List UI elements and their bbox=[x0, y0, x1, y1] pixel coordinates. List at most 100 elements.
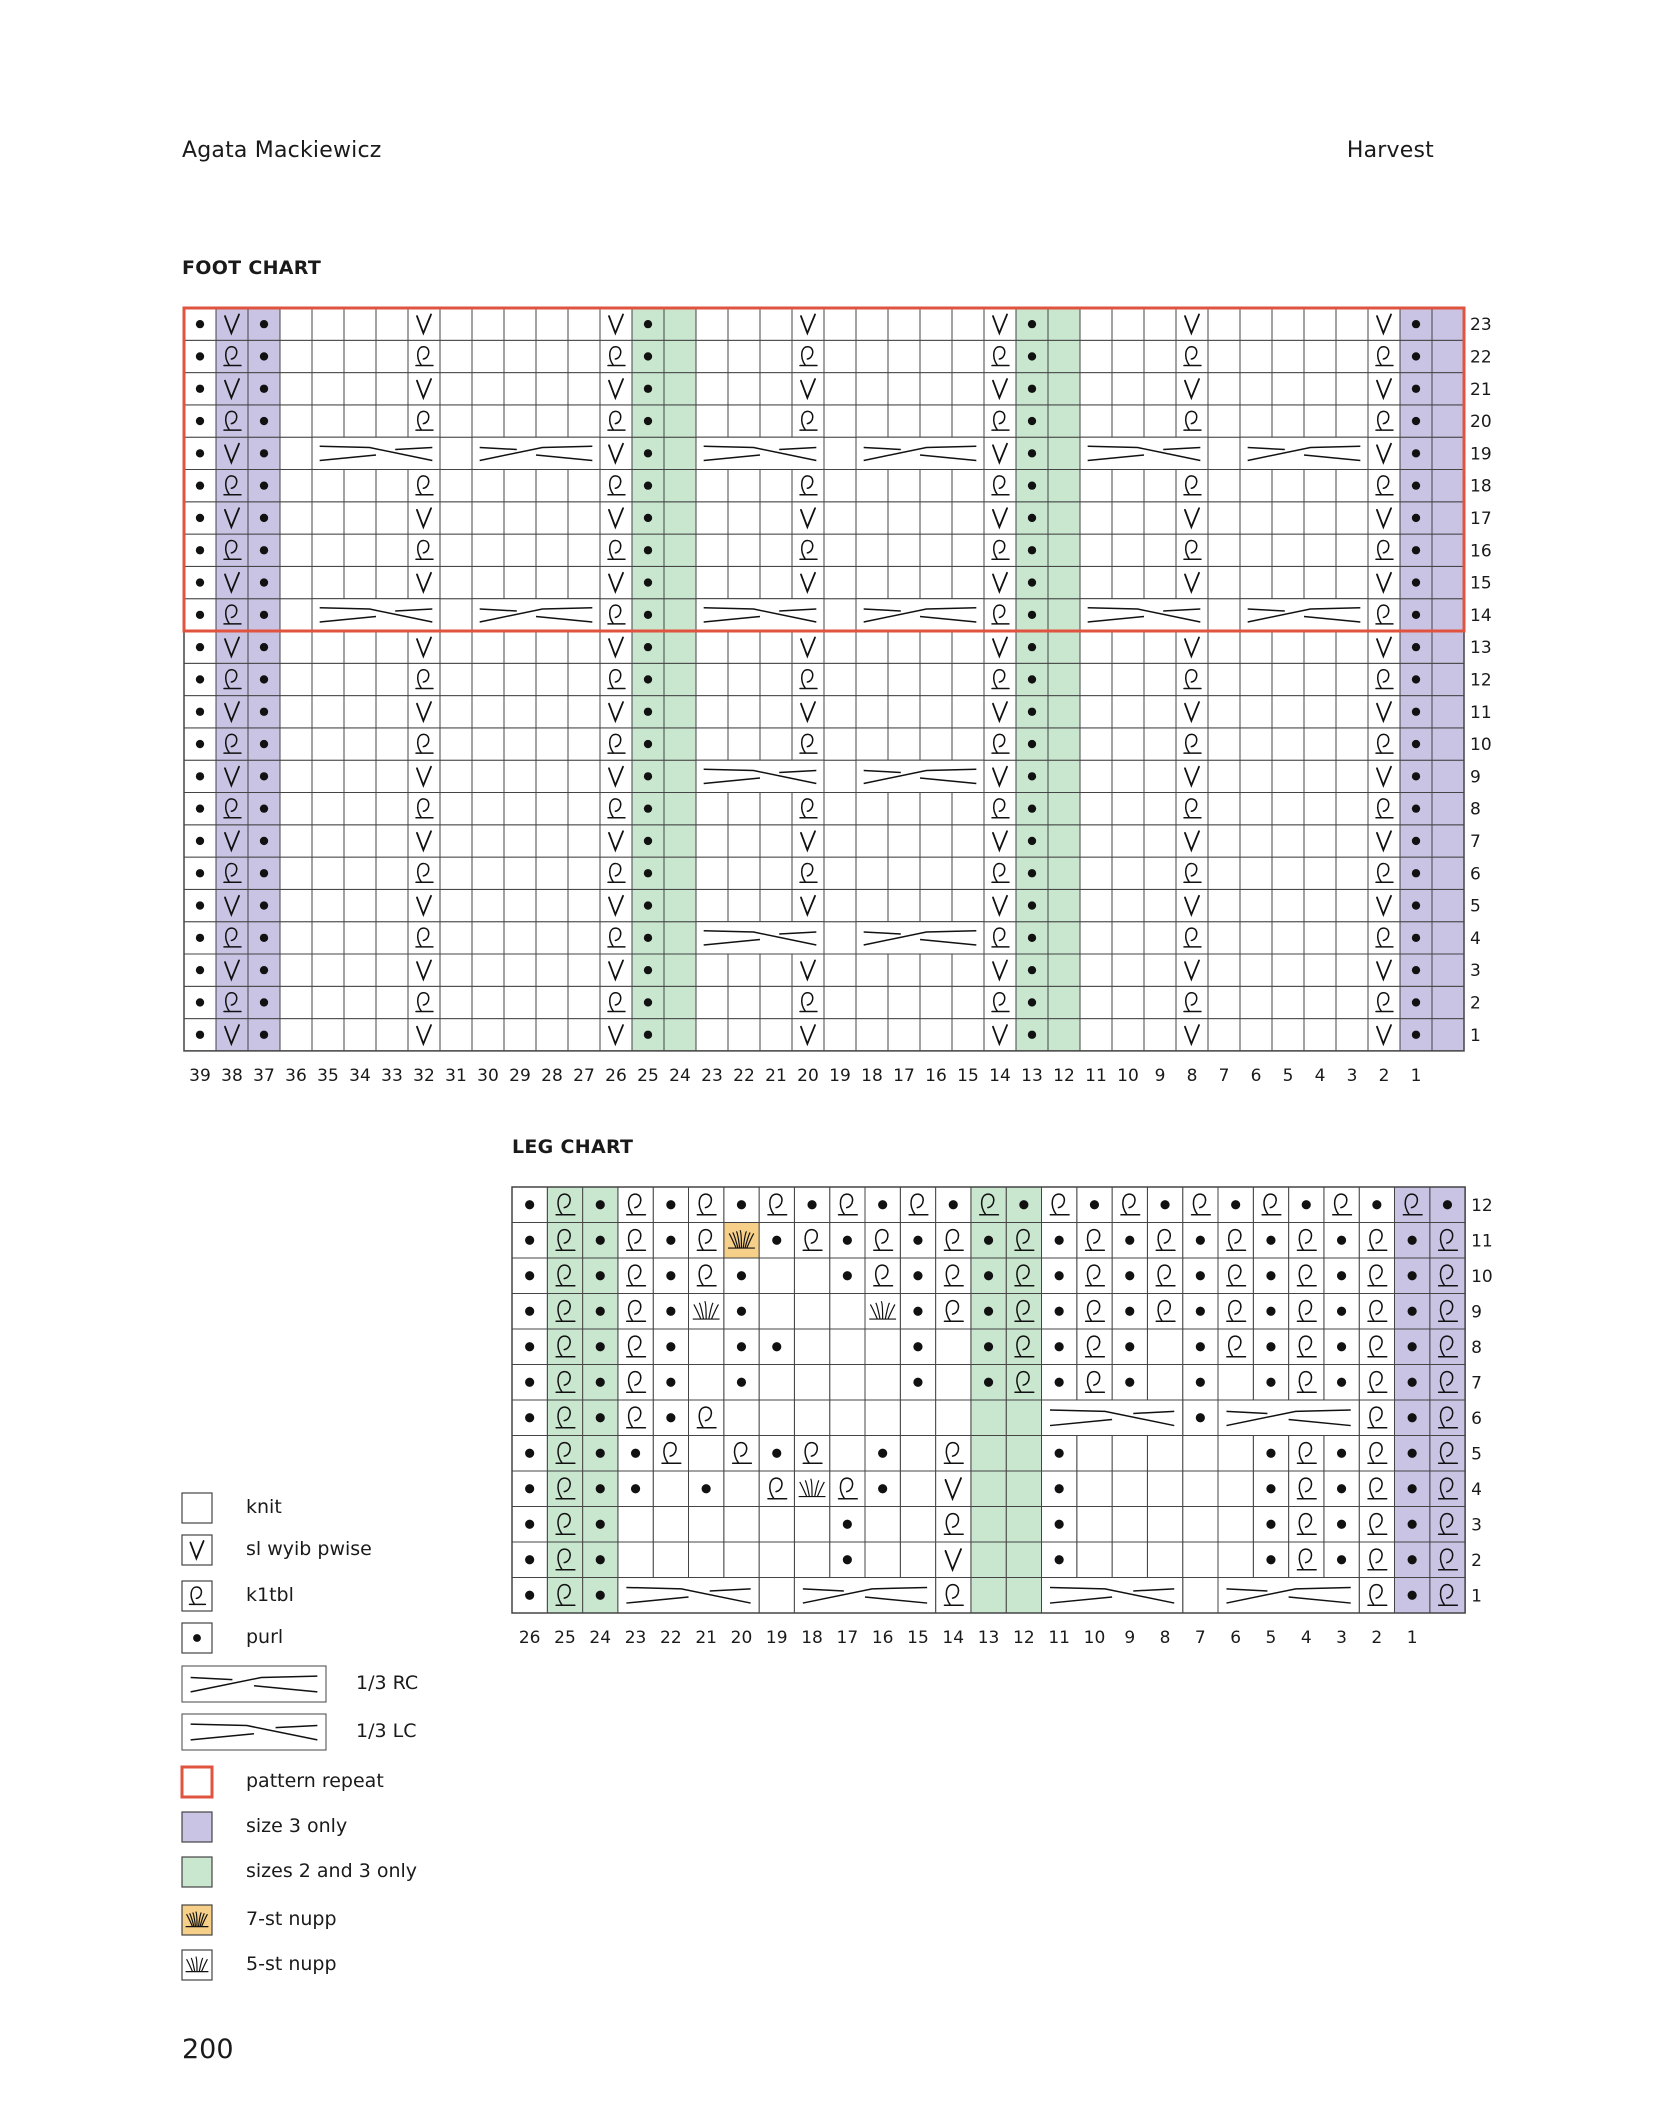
col-number: 26 bbox=[605, 1066, 627, 1086]
row-number: 18 bbox=[1470, 477, 1492, 497]
chart-cell bbox=[1207, 921, 1241, 955]
chart-cell bbox=[1015, 695, 1049, 729]
cable-rc bbox=[1217, 1399, 1360, 1436]
chart-cell bbox=[503, 759, 537, 794]
chart-cell bbox=[183, 888, 217, 923]
chart-cell bbox=[727, 339, 761, 374]
chart-cell bbox=[599, 824, 633, 858]
chart-cell bbox=[829, 1222, 866, 1259]
chart-cell bbox=[823, 339, 857, 374]
chart-cell bbox=[951, 985, 985, 1020]
chart-cell bbox=[1399, 372, 1433, 406]
chart-cell bbox=[311, 792, 345, 826]
chart-cell bbox=[247, 824, 281, 858]
cable-lc bbox=[1041, 1577, 1184, 1614]
col-number: 39 bbox=[189, 1066, 211, 1086]
chart-cell bbox=[1143, 888, 1177, 923]
chart-cell bbox=[546, 1364, 584, 1401]
chart-cell bbox=[1015, 501, 1049, 535]
chart-cell bbox=[1367, 1018, 1401, 1052]
chart-cell bbox=[1111, 1293, 1148, 1330]
chart-cell bbox=[1399, 339, 1433, 374]
chart-cell bbox=[1367, 598, 1401, 632]
row-number: 17 bbox=[1470, 509, 1492, 529]
leg-chart-title: LEG CHART bbox=[512, 1136, 634, 1158]
chart-cell bbox=[855, 372, 889, 406]
chart-cell bbox=[343, 727, 377, 761]
chart-cell bbox=[535, 953, 569, 987]
chart-cell bbox=[1431, 921, 1465, 955]
chart-cell bbox=[471, 759, 505, 794]
chart-cell bbox=[759, 533, 793, 567]
chart-cell bbox=[279, 404, 313, 438]
chart-cell bbox=[1175, 921, 1209, 955]
chart-cell bbox=[215, 598, 249, 632]
chart-cell bbox=[1047, 339, 1081, 374]
legend-label-repeat: pattern repeat bbox=[246, 1770, 384, 1792]
chart-cell bbox=[723, 1364, 760, 1401]
chart-cell bbox=[1015, 727, 1049, 761]
col-number: 25 bbox=[554, 1628, 576, 1648]
chart-cell bbox=[1239, 501, 1273, 535]
chart-cell bbox=[1217, 1506, 1254, 1543]
chart-cell bbox=[599, 662, 633, 697]
col-number: 8 bbox=[1160, 1628, 1171, 1648]
chart-cell bbox=[823, 953, 857, 987]
chart-cell bbox=[1271, 662, 1305, 697]
chart-cell bbox=[983, 339, 1017, 374]
chart-cell bbox=[311, 695, 345, 729]
chart-cell bbox=[1431, 888, 1465, 923]
chart-cell bbox=[695, 727, 729, 761]
chart-cell bbox=[183, 921, 217, 955]
chart-cell bbox=[688, 1364, 725, 1401]
chart-cell bbox=[546, 1257, 584, 1294]
chart-cell bbox=[215, 501, 249, 535]
chart-cell bbox=[663, 856, 697, 890]
chart-cell bbox=[343, 339, 377, 374]
chart-cell bbox=[983, 792, 1017, 826]
chart-cell bbox=[688, 1257, 725, 1294]
chart-cell bbox=[1005, 1541, 1043, 1578]
chart-cell bbox=[247, 856, 281, 890]
chart-cell bbox=[279, 630, 313, 664]
chart-cell bbox=[546, 1435, 584, 1472]
chart-cell bbox=[935, 1257, 972, 1294]
chart-cell bbox=[407, 824, 441, 858]
chart-cell bbox=[970, 1470, 1007, 1507]
chart-cell bbox=[951, 792, 985, 826]
chart-cell bbox=[935, 1577, 972, 1614]
chart-cell bbox=[375, 856, 409, 890]
chart-cell bbox=[407, 921, 441, 955]
chart-cell bbox=[407, 792, 441, 826]
legend-swatch-repeat bbox=[180, 1765, 214, 1799]
chart-cell bbox=[582, 1222, 619, 1259]
chart-cell bbox=[582, 1293, 619, 1330]
chart-cell bbox=[503, 533, 537, 567]
chart-cell bbox=[311, 565, 345, 600]
legend-label-rc: 1/3 RC bbox=[356, 1672, 419, 1694]
chart-cell bbox=[375, 533, 409, 567]
chart-cell bbox=[1047, 695, 1081, 729]
chart-cell bbox=[1303, 1018, 1337, 1052]
chart-cell bbox=[663, 662, 697, 697]
chart-cell bbox=[951, 695, 985, 729]
col-number: 12 bbox=[1053, 1066, 1075, 1086]
row-number: 7 bbox=[1470, 832, 1481, 852]
chart-cell bbox=[1047, 1018, 1081, 1052]
chart-cell bbox=[183, 759, 217, 794]
chart-cell bbox=[723, 1470, 760, 1507]
chart-cell bbox=[1358, 1293, 1395, 1330]
cable-rc bbox=[471, 436, 601, 471]
chart-cell bbox=[1079, 533, 1113, 567]
chart-cell bbox=[1079, 824, 1113, 858]
chart-cell bbox=[279, 1018, 313, 1052]
chart-cell bbox=[375, 921, 409, 955]
chart-cell bbox=[511, 1435, 548, 1472]
chart-cell bbox=[247, 662, 281, 697]
chart-cell bbox=[1399, 921, 1433, 955]
chart-cell bbox=[375, 727, 409, 761]
chart-cell bbox=[1146, 1222, 1184, 1259]
chart-cell bbox=[535, 921, 569, 955]
chart-cell bbox=[311, 888, 345, 923]
chart-cell bbox=[663, 953, 697, 987]
